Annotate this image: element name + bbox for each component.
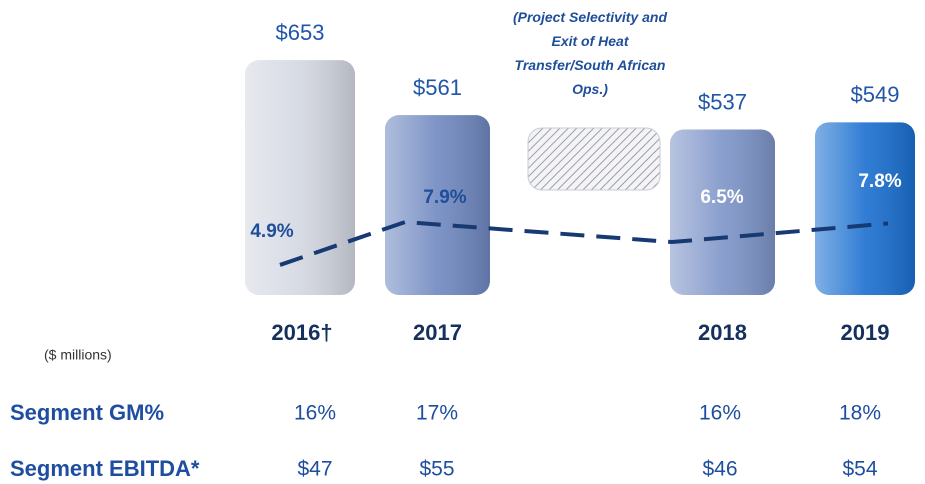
x-tick-label: 2017 — [413, 320, 462, 345]
bridge-block — [527, 127, 661, 191]
bar-shine — [245, 60, 355, 296]
unit-note: ($ millions) — [44, 347, 112, 363]
bar-shine — [670, 129, 775, 295]
table-cell: 17% — [416, 402, 458, 425]
x-tick-label: 2019 — [841, 320, 890, 345]
value-label: $549 — [851, 82, 900, 107]
x-tick-label: 2016† — [271, 320, 332, 345]
table-cell: $47 — [297, 458, 332, 481]
annotation: (Project Selectivity and Exit of Heat Tran… — [513, 9, 668, 97]
margin-line — [279, 220, 889, 267]
row-label: Segment GM% — [10, 400, 164, 425]
table-cell: $55 — [419, 458, 454, 481]
value-label: $537 — [698, 89, 747, 114]
margin-label: 7.9% — [423, 187, 466, 208]
margin-label: 6.5% — [700, 187, 743, 208]
table-cell: 18% — [839, 402, 881, 425]
bar-shine — [385, 115, 490, 295]
value-label: $653 — [276, 20, 325, 45]
table-cell: $46 — [702, 458, 737, 481]
bar-shine — [815, 122, 915, 295]
table-cell: 16% — [294, 402, 336, 425]
row-label: Segment EBITDA* — [10, 456, 200, 481]
margin-label: 7.8% — [858, 171, 901, 192]
margin-label: 4.9% — [250, 221, 293, 242]
value-label: $561 — [413, 75, 462, 100]
table-cell: $54 — [842, 458, 877, 481]
table-cell: 16% — [699, 402, 741, 425]
x-tick-label: 2018 — [698, 320, 747, 345]
